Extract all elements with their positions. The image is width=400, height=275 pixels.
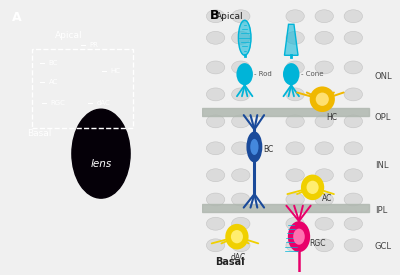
Ellipse shape (344, 88, 362, 101)
Ellipse shape (286, 239, 304, 252)
Ellipse shape (232, 142, 250, 155)
Ellipse shape (286, 193, 304, 206)
Ellipse shape (232, 31, 250, 44)
Ellipse shape (286, 115, 304, 128)
Ellipse shape (206, 239, 225, 252)
Ellipse shape (286, 31, 304, 44)
Ellipse shape (315, 142, 334, 155)
Text: BC: BC (49, 60, 58, 66)
Text: IPL: IPL (375, 206, 387, 215)
Ellipse shape (286, 10, 304, 23)
Ellipse shape (206, 88, 225, 101)
Ellipse shape (344, 115, 362, 128)
Ellipse shape (238, 20, 251, 55)
Text: - Rod: - Rod (254, 71, 272, 77)
Text: INL: INL (375, 161, 388, 170)
Ellipse shape (232, 10, 250, 23)
Ellipse shape (344, 239, 362, 252)
Bar (202, 204, 369, 212)
Ellipse shape (286, 61, 304, 74)
Text: PR: PR (89, 42, 98, 48)
Ellipse shape (344, 142, 362, 155)
Ellipse shape (344, 31, 362, 44)
Text: RGC: RGC (50, 100, 66, 106)
Ellipse shape (315, 169, 334, 182)
Ellipse shape (206, 31, 225, 44)
Ellipse shape (315, 193, 334, 206)
Text: lens: lens (90, 160, 112, 169)
Ellipse shape (225, 224, 248, 249)
Ellipse shape (315, 88, 334, 101)
Text: HC: HC (111, 68, 121, 75)
Ellipse shape (301, 175, 324, 200)
Text: GCL: GCL (375, 242, 392, 251)
Ellipse shape (283, 63, 300, 85)
Ellipse shape (344, 61, 362, 74)
Ellipse shape (315, 217, 334, 230)
Text: A: A (12, 11, 21, 24)
Ellipse shape (232, 169, 250, 182)
Text: ONL: ONL (375, 72, 392, 81)
Text: Apical: Apical (54, 31, 82, 40)
Ellipse shape (315, 115, 334, 128)
Text: OPL: OPL (375, 113, 391, 122)
Ellipse shape (232, 193, 250, 206)
Text: BC: BC (263, 145, 273, 154)
Ellipse shape (315, 10, 334, 23)
Text: Basal: Basal (216, 257, 245, 267)
Ellipse shape (206, 61, 225, 74)
Ellipse shape (287, 68, 296, 80)
Ellipse shape (232, 115, 250, 128)
Text: RGC: RGC (310, 240, 326, 248)
Text: HC: HC (326, 113, 337, 122)
Ellipse shape (315, 239, 334, 252)
Ellipse shape (316, 93, 329, 106)
Ellipse shape (206, 115, 225, 128)
Ellipse shape (236, 63, 253, 85)
Ellipse shape (344, 193, 362, 206)
Ellipse shape (315, 31, 334, 44)
Ellipse shape (286, 142, 304, 155)
Ellipse shape (306, 181, 319, 194)
Ellipse shape (344, 10, 362, 23)
Text: - Cone: - Cone (301, 71, 324, 77)
Ellipse shape (286, 217, 304, 230)
Ellipse shape (231, 230, 243, 243)
Polygon shape (284, 24, 298, 55)
Text: B: B (210, 10, 219, 23)
Ellipse shape (344, 169, 362, 182)
Bar (202, 108, 369, 116)
Ellipse shape (232, 239, 250, 252)
Text: AC: AC (322, 194, 332, 203)
Ellipse shape (250, 139, 258, 155)
Ellipse shape (206, 217, 225, 230)
Ellipse shape (206, 169, 225, 182)
Text: Basal: Basal (27, 130, 52, 138)
Ellipse shape (310, 86, 335, 112)
Text: Apical: Apical (216, 12, 243, 21)
Ellipse shape (344, 217, 362, 230)
Ellipse shape (286, 169, 304, 182)
Ellipse shape (232, 88, 250, 101)
Ellipse shape (206, 10, 225, 23)
Ellipse shape (286, 88, 304, 101)
Text: dAC: dAC (231, 253, 246, 262)
Ellipse shape (232, 217, 250, 230)
Text: AC: AC (49, 79, 58, 85)
Ellipse shape (206, 193, 225, 206)
Ellipse shape (240, 68, 249, 80)
Ellipse shape (206, 142, 225, 155)
Ellipse shape (232, 61, 250, 74)
Ellipse shape (246, 131, 262, 163)
Bar (32, 49, 133, 128)
Ellipse shape (293, 229, 305, 245)
Ellipse shape (288, 221, 310, 252)
Ellipse shape (315, 61, 334, 74)
Text: dAC: dAC (97, 100, 111, 106)
Ellipse shape (72, 109, 130, 198)
